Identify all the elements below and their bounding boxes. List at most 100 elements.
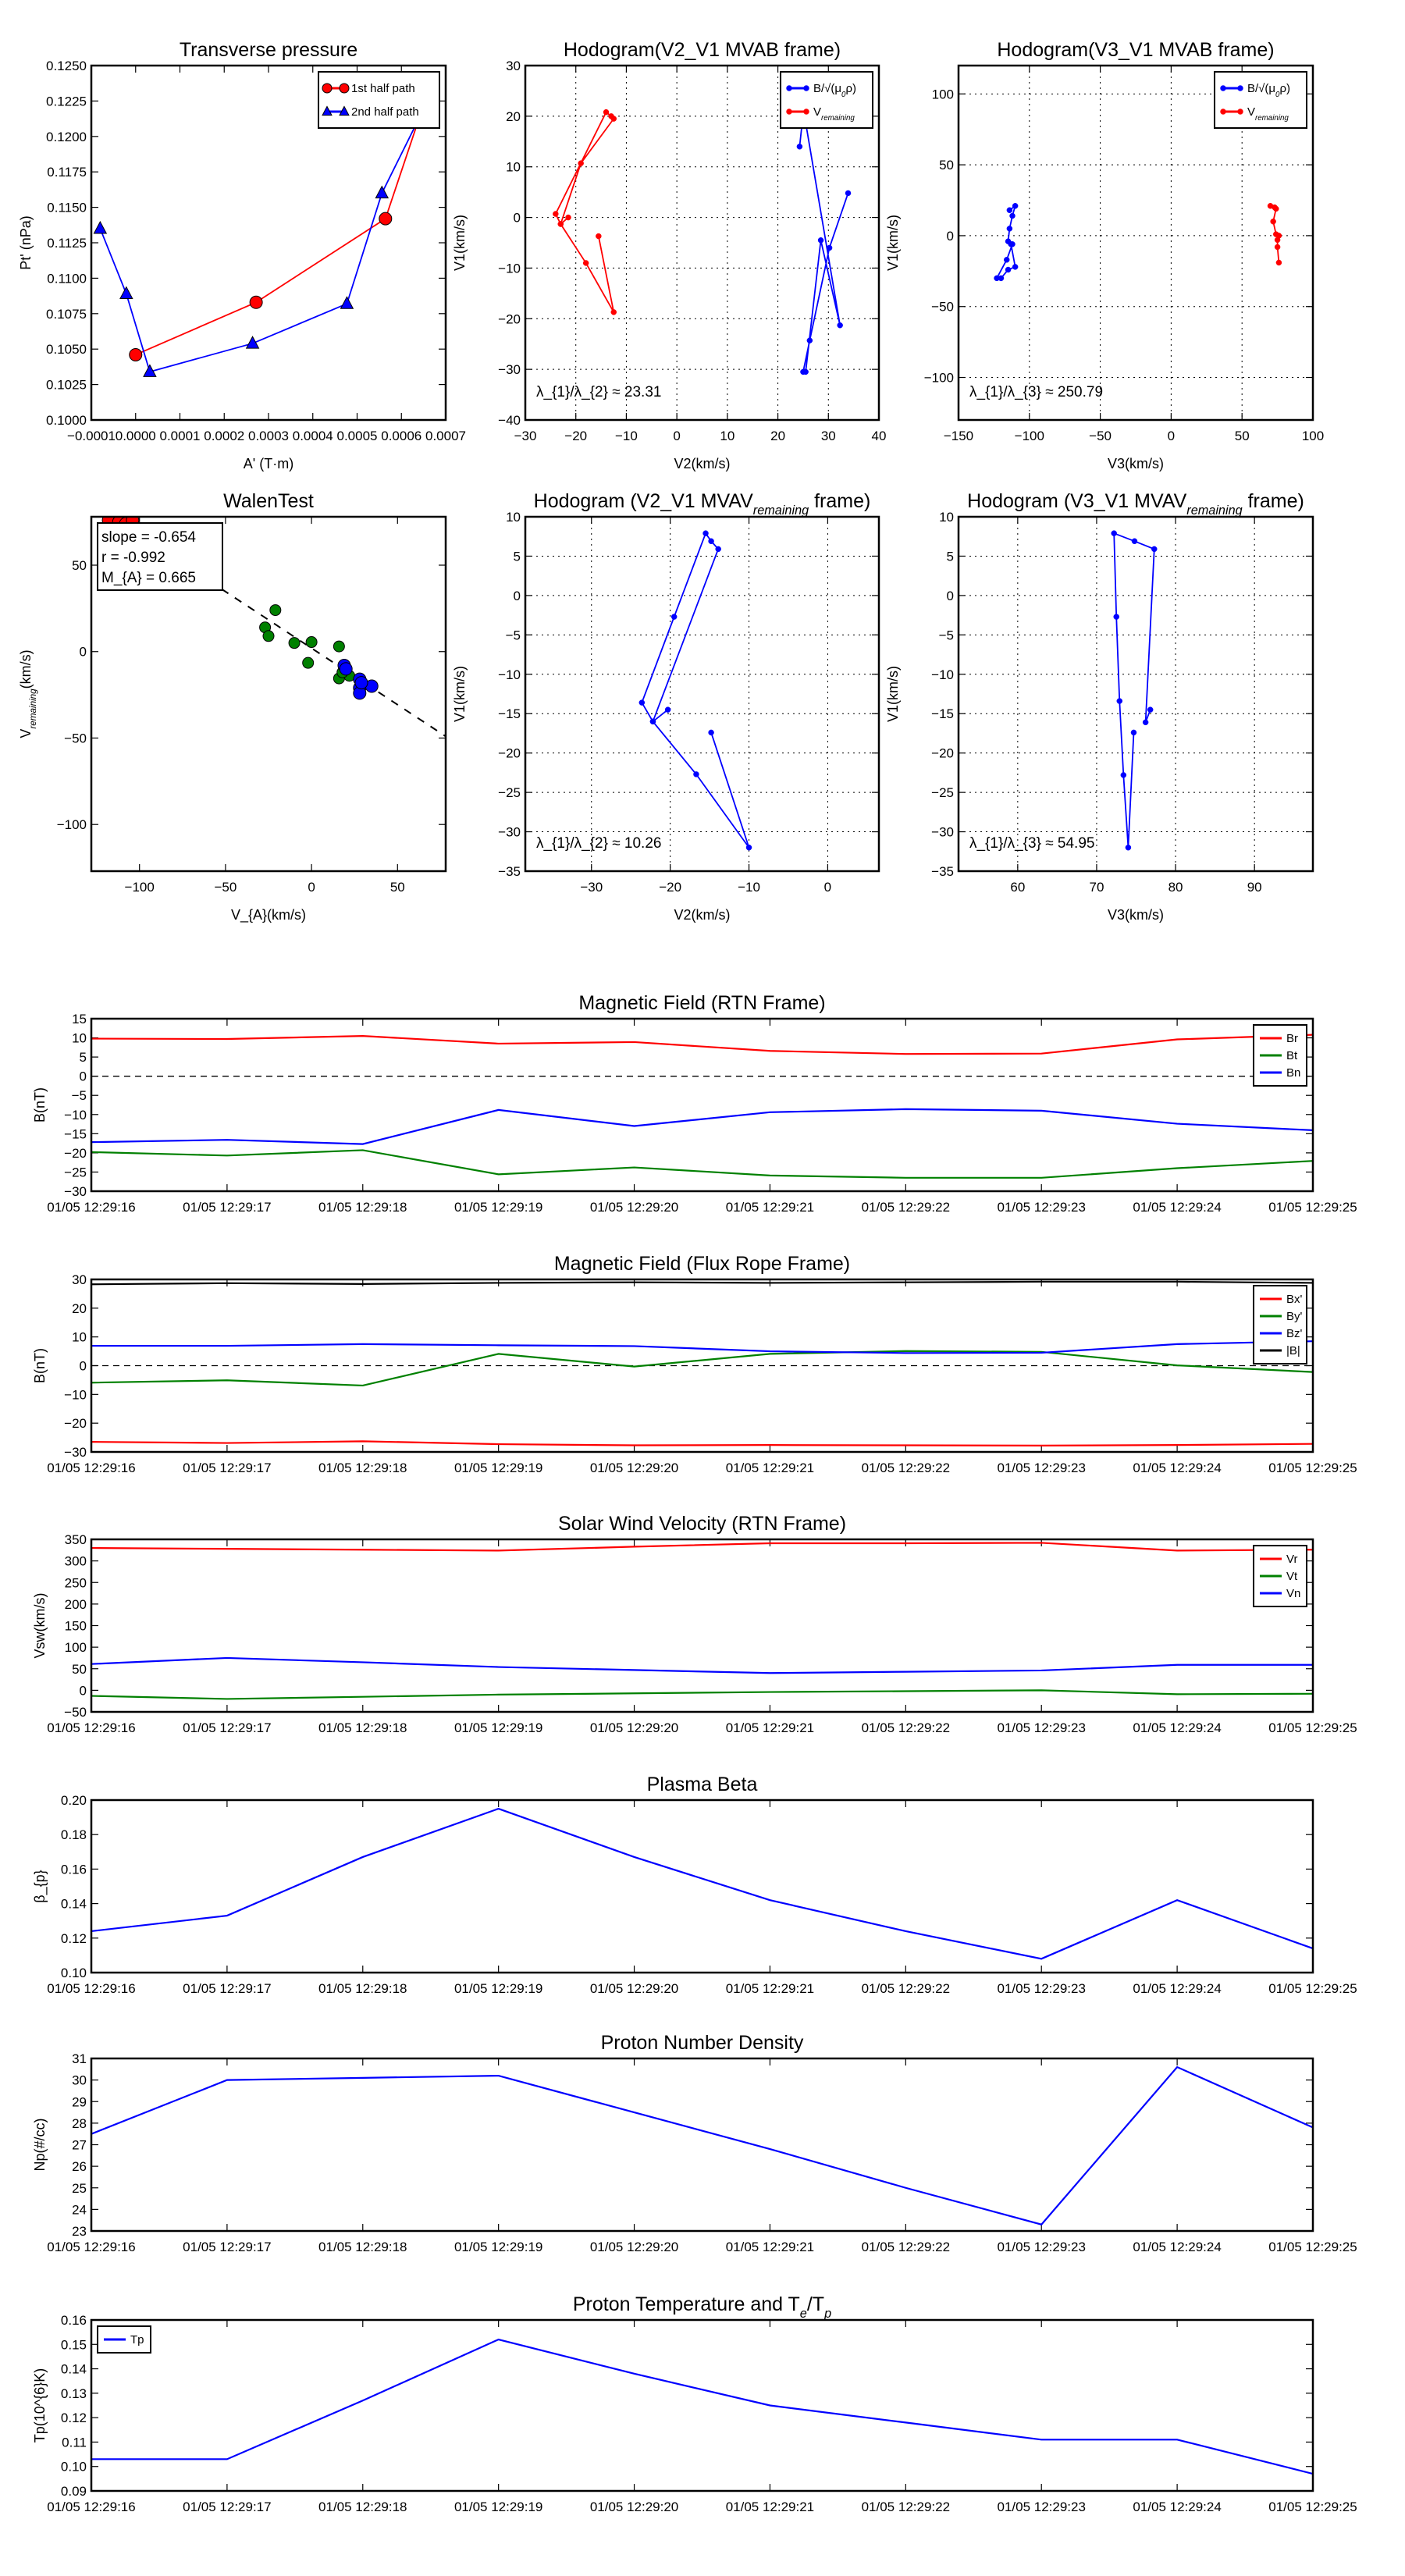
x-tick-label: 01/05 12:29:21 (726, 1981, 814, 1996)
y-axis-label: Np(#/cc) (32, 2118, 48, 2171)
data-point-series-0 (1130, 729, 1137, 736)
data-point-2nd-half-path (93, 220, 108, 234)
y-tick-label: 0.10 (61, 1966, 87, 1980)
x-tick-label: 01/05 12:29:19 (454, 2500, 542, 2514)
legend-label: Bt (1286, 1049, 1298, 1062)
x-tick-label: 01/05 12:29:20 (590, 1981, 678, 1996)
magnetic-field-flux-rope-chart: 01/05 12:29:16 01/05 12:29:17 01/05 12:29:… (32, 1253, 1357, 1475)
x-tick-label: 01/05 12:29:23 (997, 1461, 1085, 1475)
y-tick-label: 0.09 (61, 2484, 87, 2499)
x-tick-label: 10 (720, 429, 735, 443)
y-tick-label: −5 (939, 628, 954, 642)
x-tick-label: 01/05 12:29:25 (1268, 1461, 1357, 1475)
legend: Tp (97, 2325, 151, 2354)
y-axis-label: Tp(10^{6}K) (32, 2368, 48, 2443)
data-point-b-0 (1009, 212, 1016, 219)
x-tick-label: 01/05 12:29:21 (726, 1461, 814, 1475)
y-tick-label: −5 (506, 628, 521, 642)
x-tick-label: 01/05 12:29:16 (47, 2500, 135, 2514)
x-tick-label: 01/05 12:29:24 (1133, 1200, 1221, 1215)
y-tick-label: 50 (72, 558, 87, 573)
y-tick-label: −50 (931, 300, 954, 315)
y-tick-label: 0.15 (61, 2337, 87, 2352)
chart-title: WalenTest (223, 490, 314, 512)
x-tick-label: −150 (944, 429, 973, 443)
y-axis-label: V1(km/s) (452, 215, 468, 271)
y-tick-label: 0.14 (61, 1897, 87, 1912)
legend-label: 1st half path (351, 82, 415, 95)
hodogram-v3-v1-mvav-chart: 60 70 80 90 −35 −30 −25 −20 −15 −10 −5 0 5 10 Hodogram… (885, 490, 1314, 923)
y-axis-label: V1(km/s) (885, 666, 901, 722)
y-tick-label: 5 (947, 549, 954, 564)
x-tick-label: 01/05 12:29:18 (318, 2500, 407, 2514)
x-tick-label: −30 (580, 880, 603, 895)
y-tick-label: 0.1150 (47, 201, 87, 215)
data-point-v-remaining (1275, 259, 1282, 266)
data-point-series-0 (745, 844, 752, 851)
data-point-b-0 (845, 190, 852, 197)
y-tick-label: −25 (64, 1165, 87, 1179)
x-tick-label: 01/05 12:29:25 (1268, 1720, 1357, 1735)
legend-marker (803, 109, 809, 115)
chart-title: Plasma Beta (647, 1774, 758, 1795)
legend-label: Vremaining (1247, 105, 1289, 123)
x-tick-label: 0.0002 (204, 429, 244, 443)
series-line-vr (91, 1542, 1313, 1552)
legend-marker (786, 109, 792, 115)
y-tick-label: 23 (72, 2224, 87, 2239)
y-tick-label: 100 (65, 1640, 87, 1655)
y-tick-label: 0.16 (61, 1862, 87, 1877)
y-tick-label: 300 (65, 1554, 87, 1569)
y-tick-label: 0.16 (61, 2313, 87, 2328)
x-tick-label: −10 (615, 429, 638, 443)
x-tick-label: 70 (1089, 880, 1104, 895)
data-point-b-0 (806, 337, 813, 343)
data-point-series-1 (262, 630, 275, 642)
y-tick-label: −15 (498, 706, 521, 721)
plasma-beta-chart: 01/05 12:29:16 01/05 12:29:17 01/05 12:29:… (32, 1774, 1357, 1996)
x-tick-label: −10 (738, 880, 760, 895)
x-axis-label: V3(km/s) (1108, 456, 1164, 471)
legend-label: Tp (130, 2333, 144, 2347)
y-tick-label: −25 (498, 785, 521, 800)
y-tick-label: 0.1050 (46, 342, 87, 357)
x-tick-label: −30 (514, 429, 537, 443)
data-point-series-0 (1142, 719, 1149, 726)
y-tick-label: −10 (498, 667, 521, 682)
x-tick-label: 01/05 12:29:16 (47, 1720, 135, 1735)
data-point-v-remaining (557, 221, 564, 227)
series-line-br (91, 1034, 1313, 1055)
y-tick-label: −20 (498, 746, 521, 761)
data-point-series-0 (708, 729, 714, 736)
data-point-b-0 (1012, 203, 1019, 209)
data-point-series-1 (302, 656, 315, 669)
y-tick-label: −15 (931, 706, 954, 721)
data-point-2nd-half-path (340, 296, 354, 309)
y-tick-label: 0.20 (61, 1793, 87, 1808)
x-tick-label: 01/05 12:29:24 (1133, 1720, 1221, 1735)
magnetic-field-rtn-chart: 01/05 12:29:16 01/05 12:29:17 01/05 12:29:… (32, 992, 1357, 1215)
y-tick-label: 26 (72, 2159, 87, 2174)
legend: B/√(μ0ρ) Vremaining (1214, 71, 1307, 129)
legend-label: B/√(μ0ρ) (1247, 82, 1290, 99)
y-tick-label: −100 (924, 371, 954, 386)
y-tick-label: −10 (64, 1387, 87, 1402)
stats-box (97, 522, 223, 591)
data-point-series-0 (670, 614, 678, 620)
legend: Bx' By' Bz' |B| (1253, 1285, 1307, 1364)
x-tick-label: 01/05 12:29:18 (318, 1720, 407, 1735)
y-tick-label: 15 (72, 1012, 87, 1026)
x-tick-label: −20 (564, 429, 587, 443)
axes-frame (90, 1799, 1314, 1974)
legend-label: 2nd half path (351, 105, 419, 119)
x-tick-label: 0.0005 (337, 429, 378, 443)
y-tick-label: 0 (947, 229, 954, 244)
legend-label: By' (1286, 1310, 1303, 1323)
eigenvalue-ratio-annotation: λ_{1}/λ_{3} ≈ 54.95 (969, 835, 1094, 852)
y-tick-label: 0 (514, 589, 521, 603)
plot-area (638, 530, 752, 851)
legend-label: B/√(μ0ρ) (813, 82, 856, 99)
y-tick-label: 10 (506, 160, 521, 175)
y-tick-label: 0.1200 (46, 130, 87, 144)
data-point-b-0 (837, 322, 843, 329)
